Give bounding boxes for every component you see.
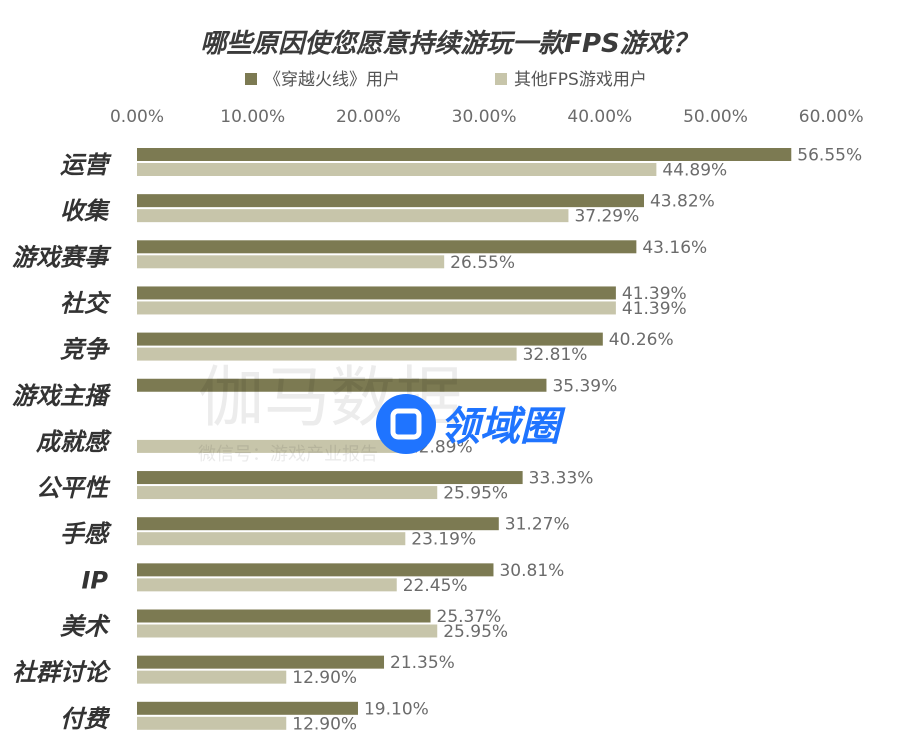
x-tick-label: 10.00% <box>220 107 285 127</box>
data-labels: 56.55% 44.89% 43.82% 37.29%43.16% 26.55% 41.3… <box>292 146 862 735</box>
x-tick-label: 50.00% <box>683 107 748 127</box>
watermark-logo-text: 领域圈 <box>440 404 566 450</box>
bar-cf-users <box>137 194 644 208</box>
bar-other-users <box>137 624 438 638</box>
bar-other-users <box>137 255 445 269</box>
data-label: 19.10% <box>364 699 429 719</box>
data-label: 12.90% <box>292 668 357 688</box>
legend-label-other-users: 其他FPS游戏用户 <box>514 70 647 90</box>
bar-other-users <box>137 347 517 361</box>
legend-swatch-cf-users <box>245 73 257 85</box>
bar-other-users <box>137 578 397 592</box>
data-label: 23.19% <box>411 530 476 550</box>
data-label: 44.89% <box>662 161 727 181</box>
data-label: 25.95% <box>443 484 508 504</box>
watermark: 伽马数据 微信号：游戏产业报告 领域圈 <box>198 359 566 465</box>
data-label: 30.81% <box>499 561 564 581</box>
logo-square-icon <box>390 408 422 440</box>
legend: 《穿越火线》用户 其他FPS游戏用户 <box>245 70 647 90</box>
bar-cf-users <box>137 701 358 715</box>
bar-cf-users <box>137 517 499 531</box>
bar-cf-users <box>137 471 523 485</box>
category-label: 美术 <box>60 613 111 641</box>
x-tick-label: 30.00% <box>452 107 517 127</box>
bar-cf-users <box>137 148 792 161</box>
data-label: 32.81% <box>523 345 588 365</box>
chart-title: 哪些原因使您愿意持续游玩一款FPS游戏？ <box>200 29 698 59</box>
category-label: 公平性 <box>36 474 111 502</box>
data-label: 37.29% <box>574 207 639 227</box>
category-label: 竞争 <box>60 336 111 364</box>
bar-cf-users <box>137 286 616 300</box>
bar-other-users <box>137 301 616 315</box>
category-label: 游戏主播 <box>12 382 112 410</box>
data-label: 35.39% <box>552 376 617 396</box>
bar-other-users <box>137 532 406 546</box>
data-label: 25.37% <box>437 607 502 627</box>
category-label: 收集 <box>60 197 111 225</box>
bar-other-users <box>137 486 438 500</box>
category-label: 手感 <box>60 520 112 548</box>
legend-label-cf-users: 《穿越火线》用户 <box>264 70 400 90</box>
data-label: 25.95% <box>443 622 508 642</box>
bars <box>137 148 792 730</box>
bar-other-users <box>137 209 569 223</box>
category-label: 运营 <box>60 151 112 179</box>
data-label: 56.55% <box>797 146 862 166</box>
data-label: 31.27% <box>505 515 570 535</box>
category-label: 游戏赛事 <box>12 243 112 271</box>
logo-circle-icon <box>376 394 436 454</box>
x-tick-label: 20.00% <box>336 107 401 127</box>
bar-cf-users <box>137 655 385 669</box>
data-label: 26.55% <box>450 253 515 273</box>
x-tick-label: 60.00% <box>799 107 864 127</box>
bar-cf-users <box>137 563 494 577</box>
category-label: 成就感 <box>35 428 112 456</box>
watermark-sub-text: 微信号：游戏产业报告 <box>198 444 378 465</box>
watermark-logo: 领域圈 <box>376 394 566 454</box>
data-label: 22.45% <box>403 576 468 596</box>
data-label: 41.39% <box>622 284 687 304</box>
bar-other-users <box>137 439 402 453</box>
category-label: 社交 <box>60 289 112 317</box>
data-label: 41.39% <box>622 299 687 319</box>
x-axis-ticks: 0.00% 10.00% 20.00% 30.00% 40.00% 50.00% 60.00… <box>110 107 864 127</box>
legend-swatch-other-users <box>495 73 507 85</box>
bar-other-users <box>137 163 657 176</box>
data-label: 21.35% <box>390 653 455 673</box>
x-tick-label: 40.00% <box>567 107 632 127</box>
bar-cf-users <box>137 609 431 623</box>
category-label: 付费 <box>60 705 111 733</box>
bar-cf-users <box>137 332 603 346</box>
category-label: 社群讨论 <box>12 659 112 687</box>
bar-cf-users <box>137 378 547 392</box>
data-label: 43.16% <box>642 238 707 258</box>
bar-other-users <box>137 670 287 684</box>
data-label: 33.33% <box>529 469 594 489</box>
bar-cf-users <box>137 240 637 254</box>
x-tick-label: 0.00% <box>110 107 164 127</box>
data-label: 40.26% <box>609 330 674 350</box>
data-label: 43.82% <box>650 192 715 212</box>
bar-other-users <box>137 716 287 730</box>
data-label: 12.90% <box>292 714 357 734</box>
category-label: IP <box>81 566 108 594</box>
